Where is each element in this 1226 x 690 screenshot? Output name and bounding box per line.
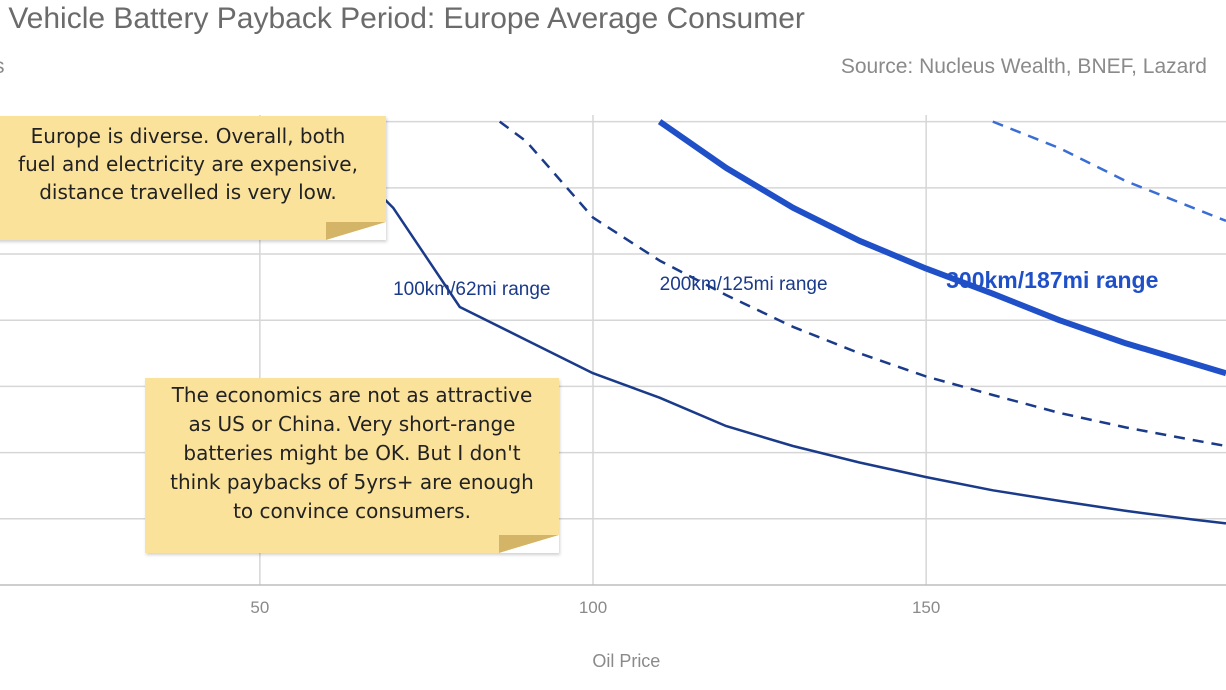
note-fold-corner (499, 535, 559, 553)
series-label-1: 100km/62mi range (393, 279, 550, 300)
series-line-2 (498, 120, 1226, 448)
note-line: think paybacks of 5yrs+ are enough (170, 470, 534, 494)
note-line: batteries might be OK. But I don't (183, 441, 521, 465)
annotation-note-europe: Europe is diverse. Overall, both fuel an… (0, 116, 386, 240)
note-line: fuel and electricity are expensive, (18, 152, 358, 176)
x-tick-label: 100 (579, 598, 607, 617)
note-line: distance travelled is very low. (39, 180, 337, 204)
x-tick-label: 50 (250, 598, 269, 617)
series-line-1 (325, 140, 1226, 525)
series-line-4 (992, 120, 1226, 223)
note-fold-corner (326, 222, 386, 240)
series-label-2: 200km/125mi range (660, 274, 828, 295)
x-axis-title: Oil Price (592, 651, 660, 671)
y-axis-label-fragment: s (0, 55, 5, 79)
series-label-3: 300km/187mi range (946, 267, 1158, 293)
source-credit: Source: Nucleus Wealth, BNEF, Lazard (840, 55, 1207, 78)
note-line: as US or China. Very short-range (188, 412, 516, 436)
series-line-3 (657, 119, 1226, 377)
annotation-note-economics: The economics are not as attractive as U… (145, 378, 559, 553)
note-line: Europe is diverse. Overall, both (30, 124, 346, 148)
note-line: to convince consumers. (233, 499, 471, 523)
x-tick-label: 150 (912, 598, 940, 617)
chart-title: ctric Vehicle Battery Payback Period: Eu… (0, 2, 805, 35)
note-line: The economics are not as attractive (171, 383, 533, 407)
